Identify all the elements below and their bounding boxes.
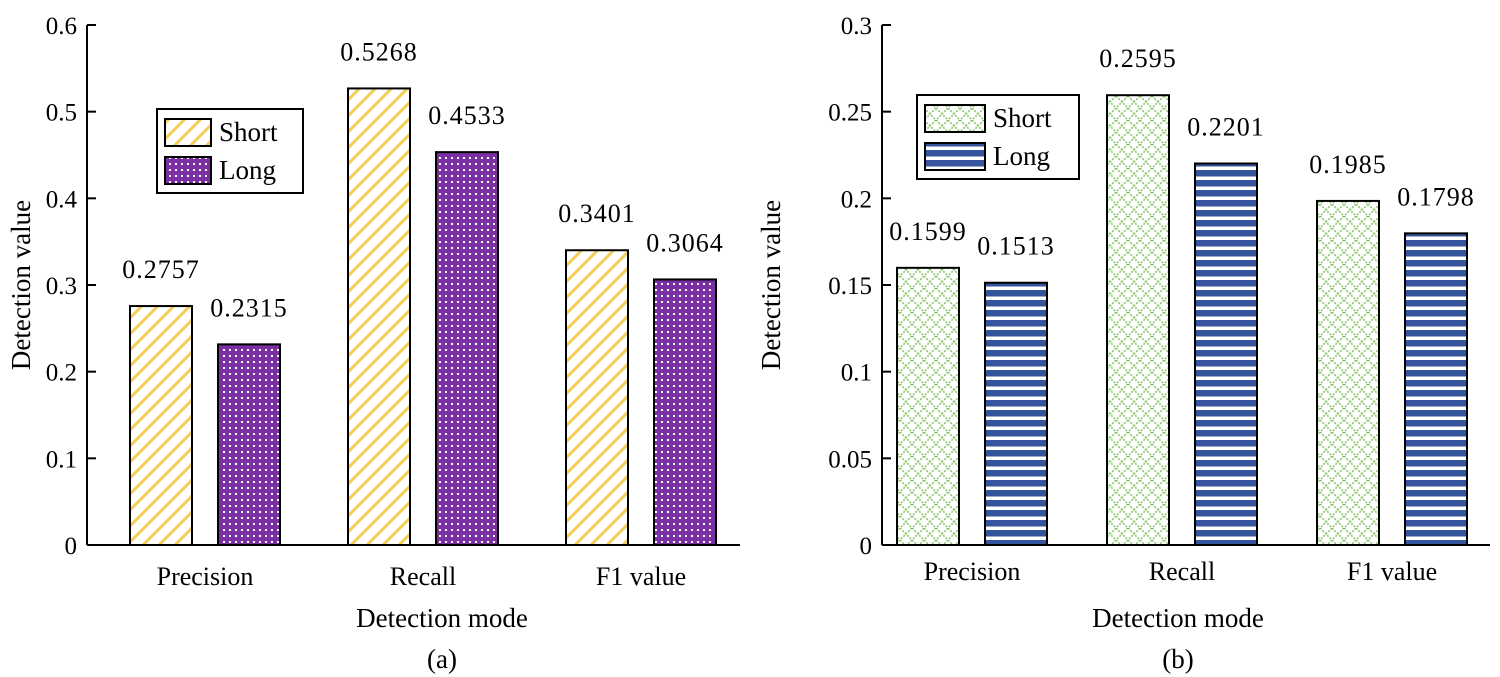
legend-swatch-b-long (924, 142, 986, 171)
ytick-label-b: 0.3 (841, 13, 872, 40)
category-label-b-2: Recall (1149, 557, 1215, 586)
legend-label-a-long: Long (219, 155, 276, 185)
legend-swatch-a-short (164, 118, 212, 147)
ytick-label-a: 0.3 (46, 273, 77, 300)
ytick-label-a: 0.2 (46, 360, 77, 387)
legend-label-b-short: Short (993, 103, 1052, 133)
ytick-label-b: 0 (860, 533, 873, 560)
legend-label-b-long: Long (993, 141, 1050, 171)
bar-b-long-2 (1194, 162, 1258, 546)
value-label-a-long-2: 0.4533 (428, 101, 506, 130)
y-axis-title-a: Detection value (6, 200, 36, 370)
ytick-label-a: 0.1 (46, 446, 77, 473)
value-label-b-short-1: 0.1599 (889, 217, 967, 246)
category-label-b-1: Precision (924, 557, 1021, 586)
bar-a-long-1 (217, 343, 281, 546)
bar-b-short-2 (1106, 94, 1170, 546)
bar-a-short-3 (565, 249, 629, 546)
category-label-a-2: Recall (390, 562, 456, 591)
x-axis-title-a: Detection mode (356, 603, 528, 633)
value-label-b-long-3: 0.1798 (1397, 182, 1475, 211)
ytick-label-a: 0.6 (46, 13, 77, 40)
value-label-b-long-1: 0.1513 (977, 232, 1055, 261)
value-label-a-long-3: 0.3064 (646, 228, 724, 257)
legend-b: Short Long (916, 94, 1080, 180)
value-label-b-short-2: 0.2595 (1099, 44, 1177, 73)
ytick-label-b: 0.15 (828, 273, 872, 300)
ytick-label-b: 0.2 (841, 186, 872, 213)
category-label-a-1: Precision (157, 562, 254, 591)
value-label-a-long-1: 0.2315 (210, 293, 288, 322)
y-axis-title-b: Detection value (756, 200, 786, 370)
ytick-label-a: 0.5 (46, 100, 77, 127)
chart-a: 0 0.1 0.2 0.3 0.4 0.5 0.6 0.2757 0.2315 Precision… (6, 13, 740, 674)
ytick-label-b: 0.25 (828, 100, 872, 127)
bar-b-long-1 (984, 281, 1048, 546)
value-label-a-short-1: 0.2757 (122, 255, 200, 284)
legend-swatch-b-short (924, 104, 986, 133)
bar-b-short-1 (896, 266, 960, 546)
ytick-label-a: 0.4 (46, 186, 78, 213)
legend-a: Short Long (156, 108, 304, 194)
value-label-b-long-2: 0.2201 (1187, 112, 1265, 141)
value-label-b-short-3: 0.1985 (1309, 150, 1387, 179)
panel-label-a: (a) (427, 644, 457, 674)
value-label-a-short-3: 0.3401 (558, 199, 636, 228)
ytick-label-b: 0.05 (828, 446, 872, 473)
chart-b: 0 0.05 0.1 0.15 0.2 0.25 0.3 0.1599 0.1513 Precis… (756, 13, 1490, 674)
x-axis-title-b: Detection mode (1092, 603, 1264, 633)
legend-swatch-a-long (164, 156, 212, 185)
ytick-label-a: 0 (65, 533, 78, 560)
bar-a-short-2 (347, 87, 411, 546)
category-label-a-3: F1 value (596, 562, 686, 591)
bar-a-long-3 (653, 278, 717, 546)
category-label-b-3: F1 value (1347, 557, 1437, 586)
bar-a-short-1 (129, 305, 193, 546)
bar-b-long-3 (1404, 232, 1468, 546)
ytick-label-b: 0.1 (841, 360, 872, 387)
panel-label-b: (b) (1162, 644, 1193, 674)
bar-b-short-3 (1316, 199, 1380, 547)
bar-a-long-2 (435, 151, 499, 546)
legend-label-a-short: Short (219, 117, 278, 147)
value-label-a-short-2: 0.5268 (340, 37, 418, 66)
